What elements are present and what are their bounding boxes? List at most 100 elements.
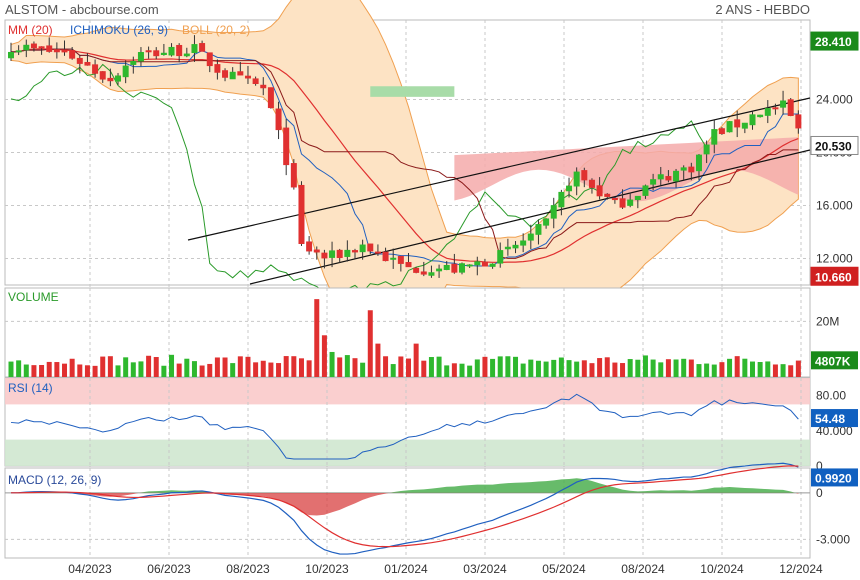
ichimoku-tenkan-line <box>11 48 799 267</box>
volume-panel: VOLUME 20M 4807K <box>4 287 858 378</box>
rsi-badge <box>811 409 858 428</box>
volume-bar <box>727 358 733 377</box>
x-axis: 04/2023 06/2023 08/2023 10/2023 01/2024 03/20… <box>68 562 823 576</box>
rsi-tick-label: 80.00 <box>816 389 846 403</box>
candle-body <box>244 75 251 79</box>
candle-body <box>115 75 122 82</box>
candle-body <box>780 100 787 108</box>
candle-body <box>267 87 274 109</box>
candle-body <box>8 51 14 59</box>
volume-title: VOLUME <box>8 290 59 304</box>
volume-bar <box>367 310 373 377</box>
rsi-panel: RSI (14) 80.00 40.000 0 54.48 <box>4 377 858 473</box>
volume-bar <box>566 360 572 377</box>
candle-body <box>336 249 343 259</box>
volume-bar <box>84 365 90 377</box>
candle-body <box>145 50 152 53</box>
volume-bar <box>788 365 794 377</box>
volume-bar <box>283 356 289 377</box>
candle-body <box>122 65 129 78</box>
candle-body <box>757 114 764 118</box>
volume-bar <box>398 356 404 377</box>
price-tick-label: 12.000 <box>816 252 853 266</box>
candle-body <box>53 49 60 53</box>
price-tick-label: 16.000 <box>816 199 853 213</box>
volume-bar <box>688 359 694 377</box>
price-panel: MM (20) ICHIMOKU (26, 9) BOLL (20, 2) 24.00… <box>4 0 859 558</box>
candle-body <box>443 264 450 271</box>
volume-bar <box>704 363 710 377</box>
candle-body <box>527 233 534 241</box>
candle-body <box>741 122 748 129</box>
candle-body <box>76 57 83 64</box>
volume-bar <box>772 364 778 377</box>
candle-body <box>30 43 37 49</box>
candle-body <box>436 268 443 272</box>
price-tick-label: 24.000 <box>816 93 853 107</box>
volume-bar <box>23 364 29 377</box>
volume-bar <box>62 363 68 377</box>
candle-body <box>688 166 695 173</box>
candle-body <box>359 244 366 253</box>
volume-bar <box>54 362 60 377</box>
candle-body <box>451 263 458 273</box>
candle-body <box>405 262 412 268</box>
candle-body <box>665 176 672 181</box>
price-badge-1 <box>810 135 859 155</box>
volume-bar <box>46 361 52 377</box>
volume-bar <box>375 343 381 377</box>
candle-body <box>183 53 190 57</box>
candle-body <box>290 163 297 188</box>
candle-body <box>214 64 221 73</box>
volume-bar <box>191 361 197 377</box>
volume-bar <box>222 357 228 377</box>
rsi-title: RSI (14) <box>8 381 53 395</box>
volume-bar <box>268 362 274 377</box>
candle-body <box>176 44 183 57</box>
volume-bar <box>765 361 771 377</box>
volume-bar <box>123 357 129 377</box>
volume-bar <box>513 356 519 377</box>
candle-body <box>390 257 397 260</box>
candle-body <box>229 71 236 80</box>
price-badge-label-1: 20.530 <box>815 139 852 153</box>
volume-bar <box>795 360 801 377</box>
volume-bar <box>130 362 136 377</box>
rsi-oversold-zone <box>5 439 810 466</box>
volume-bar <box>8 361 14 377</box>
candle-body <box>191 44 198 54</box>
volume-bar <box>390 364 396 377</box>
candle-body <box>298 184 305 244</box>
volume-bar <box>436 356 442 377</box>
candle-body <box>596 185 603 197</box>
candle-body <box>160 52 167 55</box>
volume-bar <box>650 359 656 377</box>
candle-body <box>329 250 336 258</box>
macd-signal-line <box>10 465 799 548</box>
candle-body <box>550 205 557 219</box>
volume-bar <box>719 362 725 377</box>
volume-bar <box>291 356 297 377</box>
x-tick-label: 04/2023 <box>68 562 112 576</box>
candle-body <box>260 84 267 89</box>
volume-bar <box>199 365 205 377</box>
volume-bar <box>528 359 534 377</box>
candle-body <box>734 119 741 128</box>
macd-tick-label: 0 <box>816 486 823 500</box>
x-tick-label: 06/2023 <box>147 562 191 576</box>
ichimoku-cloud-bull <box>370 86 455 97</box>
volume-bar <box>451 363 457 377</box>
candle-body <box>153 50 160 57</box>
volume-bar <box>406 358 411 377</box>
volume-bar <box>627 359 633 377</box>
candle-body <box>351 250 358 253</box>
candle-body <box>489 263 496 267</box>
volume-bar <box>604 357 610 377</box>
rsi-tick-label: 40.000 <box>816 424 853 438</box>
volume-bar <box>306 360 312 377</box>
candle-body <box>573 171 580 187</box>
candle-body <box>99 71 106 80</box>
x-tick-label: 10/2024 <box>700 562 744 576</box>
volume-bar <box>467 365 473 377</box>
trendline-upper <box>187 97 811 241</box>
